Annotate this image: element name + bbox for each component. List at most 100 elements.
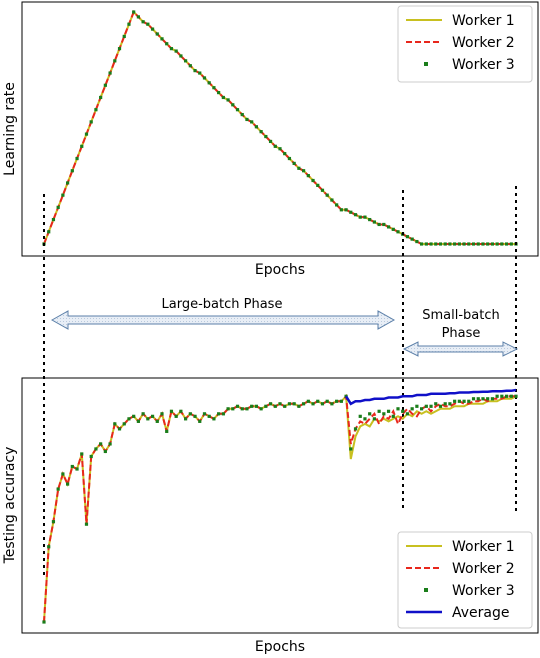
bottom-worker-3-point [287,402,292,406]
top-worker-3-point [240,112,244,117]
top-worker-3-point [495,242,499,246]
bottom-worker-3-point [424,404,428,408]
bottom-worker-3-point [410,407,414,411]
top-worker-3-point [66,181,70,185]
bottom-worker-3-point [486,397,490,401]
bottom-worker-3-point [122,422,126,426]
bottom-legend-box [397,531,533,629]
bottom-worker-3-point [495,394,499,398]
top-series-lines [42,10,518,246]
bottom-worker-3-point [217,412,221,416]
bottom-worker-3-point [70,464,74,469]
small-batch-phase-label-line1: Small-batch [422,308,500,323]
top-worker-3-point [500,242,504,246]
bottom-worker-3-point [61,472,65,476]
top-worker-3-point [108,71,112,75]
bottom-worker-3-point [353,427,358,431]
top-worker-3-point [335,203,339,207]
top-worker-3-point [396,230,400,234]
bottom-worker-3-point [51,520,56,524]
bottom-worker-3-point [75,467,79,471]
bottom-worker-3-point [368,412,372,416]
bottom-worker-3-point [155,419,159,423]
top-worker-3-point [235,108,240,112]
bottom-worker-3-point [467,399,471,403]
bottom-worker-3-point [471,397,476,401]
top-worker-3-point [245,117,249,122]
top-worker-3-point [221,95,225,100]
top-worker-3-point [273,144,277,148]
top-worker-3-point [443,242,447,246]
top-worker-3-point [287,156,292,161]
large-batch-double-arrow [50,310,396,330]
top-worker-3-point [198,71,202,75]
top-worker-3-point [188,64,192,68]
bottom-legend-label-average: Average [452,605,510,621]
top-worker-3-point [56,205,60,209]
top-worker-3-point [306,174,310,178]
top-worker-3-point [212,86,216,90]
bottom-worker-3-point [339,399,343,403]
bottom-legend-label-worker-1: Worker 1 [452,539,515,555]
bottom-worker-3-point [391,414,395,418]
top-worker-3-point [467,242,471,246]
bottom-ylabel: Testing accuracy [2,447,18,565]
top-worker-3-point [457,242,461,246]
bottom-worker-3-point [99,442,103,446]
bottom-worker-3-point [84,522,89,526]
bottom-worker-3-point [117,427,122,431]
bottom-worker-2-line [43,394,516,623]
bottom-worker-3-point [434,402,438,406]
bottom-worker-3-point [504,394,509,398]
bottom-series-lines [42,388,518,624]
bottom-worker-3-point [335,399,339,403]
top-worker-3-point [405,235,410,239]
top-worker-3-point [122,34,126,39]
top-worker-3-point [311,178,315,183]
bottom-worker-3-point [56,487,60,491]
bottom-worker-3-point [207,414,211,418]
bottom-worker-3-point [108,442,112,446]
top-worker-3-point [297,166,301,170]
top-worker-3-point [509,242,513,246]
top-worker-3-point [174,49,178,53]
bottom-worker-3-point [259,407,263,411]
top-worker-3-point [259,130,263,134]
top-worker-3-point [146,22,150,26]
top-worker-3-point [490,242,494,246]
top-worker-3-point [70,169,74,173]
top-worker-3-point [165,42,169,46]
top-worker-3-point [292,161,296,166]
bottom-worker-3-point [330,402,334,406]
bottom-worker-3-point [283,404,287,408]
top-worker-3-point [51,217,56,222]
top-worker-3-point [193,69,197,73]
bottom-worker-3-point [103,449,107,454]
bottom-worker-3-point [311,402,315,406]
top-worker-3-point [415,239,419,244]
bottom-legend-label-worker-3: Worker 3 [452,583,515,599]
bottom-worker-3-point [429,404,433,408]
bottom-worker-3-point [165,429,169,433]
top-worker-3-point [330,198,334,202]
top-worker-3-point [254,125,258,129]
top-worker-3-point [481,242,485,246]
top-worker-3-point [169,47,174,51]
bottom-worker-3-point [89,454,93,459]
bottom-average-line [345,388,517,406]
bottom-worker-3-point [212,417,216,421]
top-worker-3-point [264,134,268,139]
top-worker-3-point [47,230,51,234]
top-worker-3-point [184,59,188,63]
top-worker-3-point [127,22,131,26]
top-worker-3-point [160,37,164,41]
bottom-worker-3-point [235,404,240,408]
bottom-worker-3-point [401,409,405,413]
bottom-worker-3-point [268,402,273,406]
bottom-worker-3-point [174,414,178,418]
bottom-worker-3-point [476,397,480,401]
bottom-worker-3-point [448,402,452,406]
top-worker-3-point [372,220,376,224]
